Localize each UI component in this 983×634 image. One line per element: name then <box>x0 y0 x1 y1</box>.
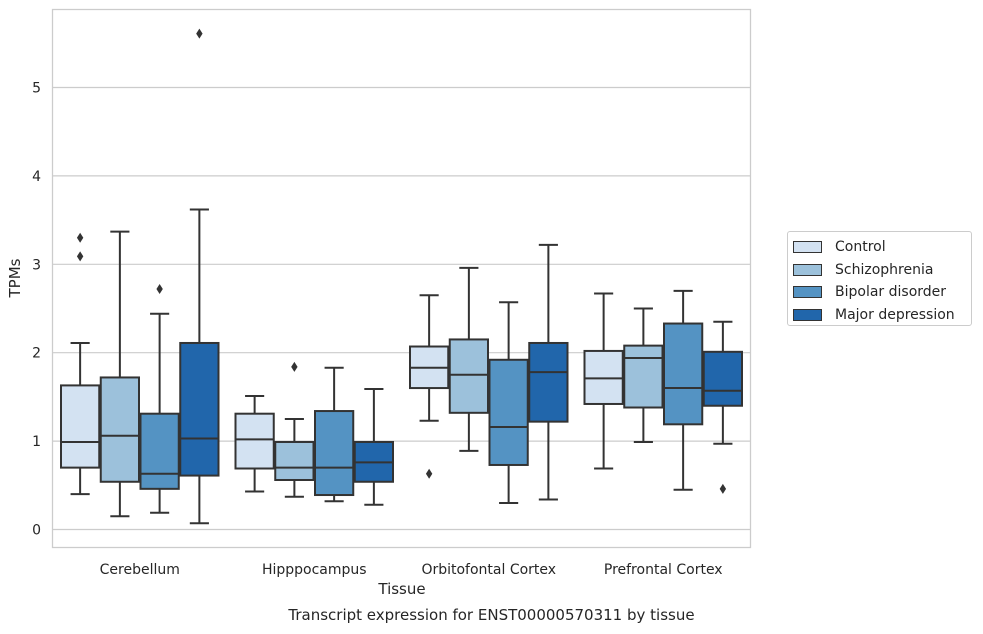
outlier-1-3-1 <box>156 284 163 295</box>
outlier-4-4-1 <box>719 483 727 494</box>
x-tick-label-3: Orbitofontal Cortex <box>421 562 556 578</box>
legend-item-bipolar-disorder: Bipolar disorder <box>793 281 971 304</box>
box-1-3 <box>139 412 180 490</box>
y-axis-label: TPMs <box>6 258 24 298</box>
y-tick-label-1: 1 <box>32 434 41 450</box>
box-2-2 <box>274 440 315 481</box>
outlier-2-2-1 <box>291 361 298 372</box>
box-2-3 <box>314 410 355 497</box>
box-4-3 <box>663 322 704 426</box>
x-tick-label-1: Cerebellum <box>100 562 180 578</box>
legend-swatch-major-depression <box>793 308 822 321</box>
box-1-2 <box>99 376 140 483</box>
legend-label-bipolar-disorder: Bipolar disorder <box>835 284 947 301</box>
legend-item-control: Control <box>793 236 971 259</box>
x-axis-label: Tissue <box>377 580 425 598</box>
chart-caption: Transcript expression for ENST0000057031… <box>288 606 695 624</box>
outlier-1-1-2 <box>76 251 84 262</box>
box-4-4 <box>702 350 743 407</box>
legend-label-schizophrenia: Schizophrenia <box>835 261 934 278</box>
legend-swatch-schizophrenia <box>793 263 822 276</box>
outlier-1-4-1 <box>196 28 203 39</box>
legend-item-schizophrenia: Schizophrenia <box>793 259 971 282</box>
x-tick-labels: Cerebellum Hipppocampus Orbitofontal Corte… <box>100 562 723 578</box>
y-tick-label-5: 5 <box>32 81 41 97</box>
box-3-2 <box>448 338 489 414</box>
legend-label-control: Control <box>835 239 886 256</box>
legend-swatch-bipolar-disorder <box>793 286 822 299</box>
outlier-3-1-1 <box>425 468 433 479</box>
legend-label-major-depression: Major depression <box>835 306 955 323</box>
box-3-3 <box>488 358 529 466</box>
x-tick-label-4: Prefrontal Cortex <box>604 562 723 578</box>
y-tick-labels: 0 1 2 3 4 5 <box>32 81 41 539</box>
box-2-1 <box>234 412 275 470</box>
legend: Control Schizophrenia Bipolar disorder M… <box>787 231 972 326</box>
y-tick-label-0: 0 <box>32 523 41 539</box>
legend-swatch-control <box>793 241 822 254</box>
legend-item-major-depression: Major depression <box>793 304 971 327</box>
box-3-4 <box>528 341 569 423</box>
y-tick-label-4: 4 <box>32 169 41 185</box>
y-tick-label-2: 2 <box>32 346 41 362</box>
box-4-2 <box>623 344 664 409</box>
y-tick-label-3: 3 <box>32 257 41 273</box>
box-series <box>60 28 743 525</box>
box-1-4 <box>179 341 220 477</box>
box-1-1 <box>60 384 101 469</box>
x-tick-label-2: Hipppocampus <box>262 562 367 578</box>
outlier-1-1-1 <box>76 232 84 243</box>
